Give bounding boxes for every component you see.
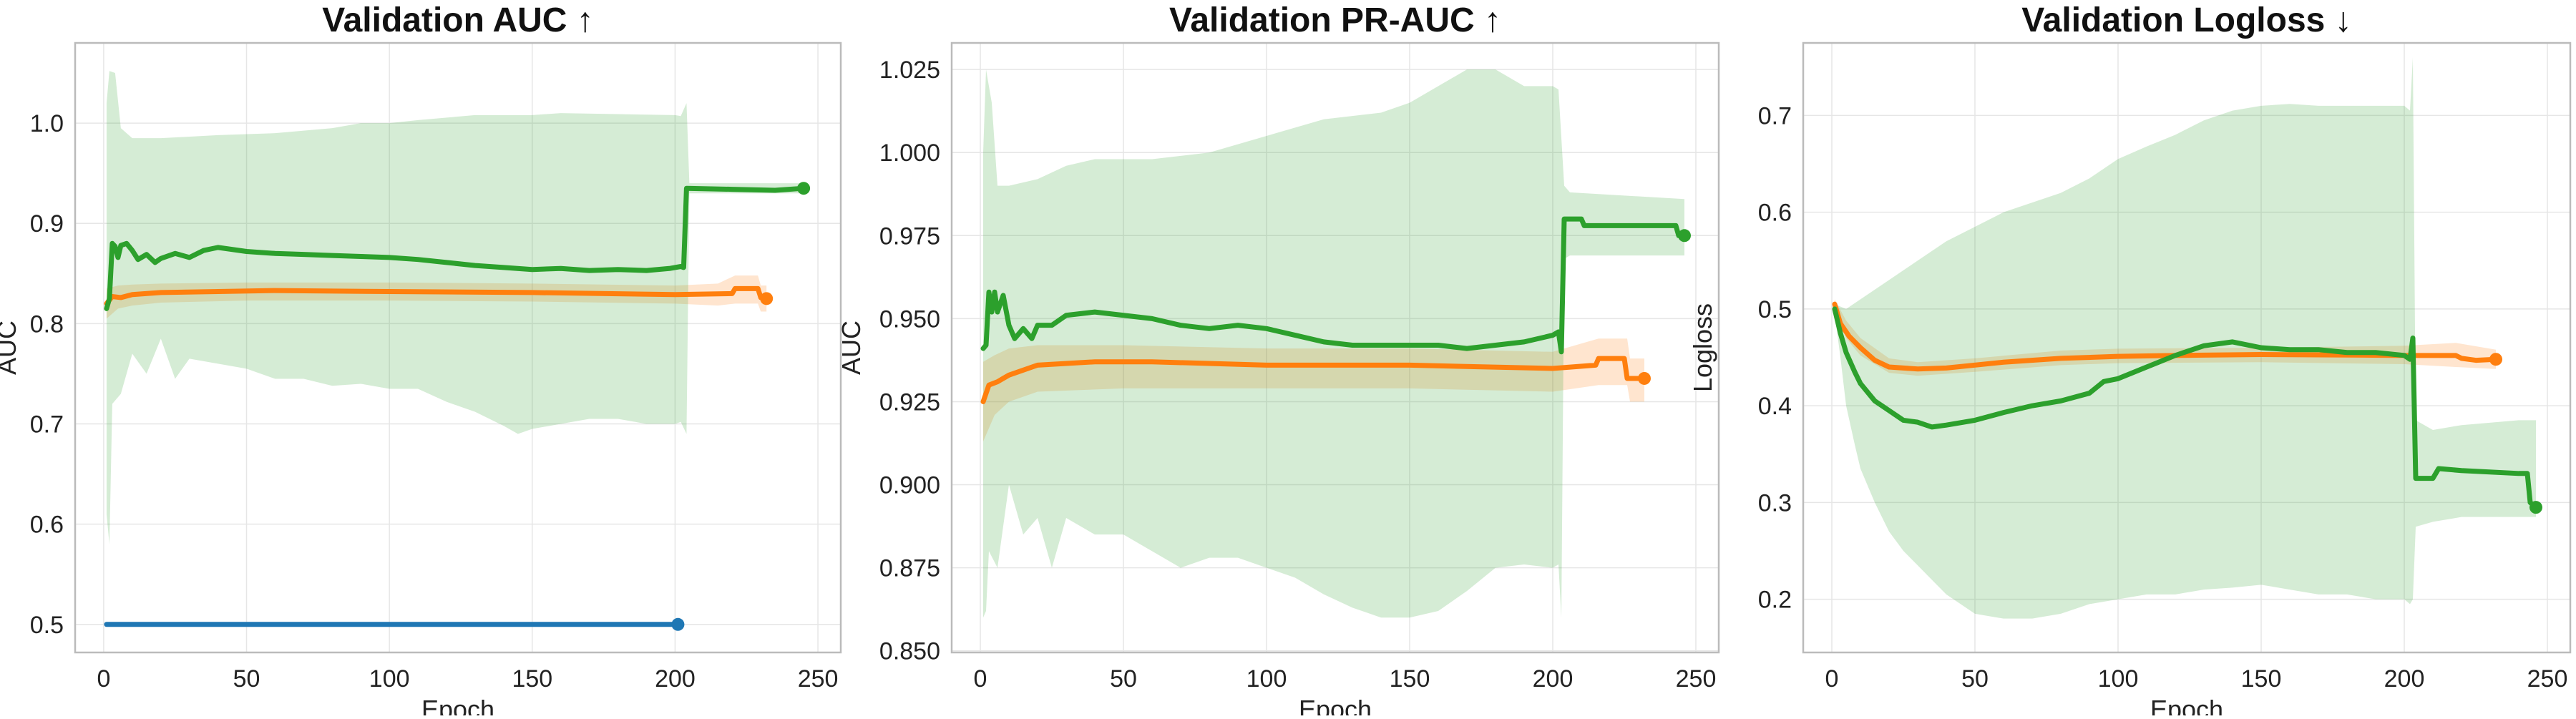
y-tick-label: 0.875 bbox=[879, 555, 940, 582]
x-tick-label: 150 bbox=[1390, 665, 1430, 693]
x-tick-label: 250 bbox=[798, 665, 839, 693]
series-line-green bbox=[1832, 306, 2539, 510]
y-tick-label: 1.025 bbox=[879, 57, 940, 84]
x-axis-label: Epoch bbox=[2150, 695, 2223, 715]
y-axis-label: Logloss bbox=[1688, 303, 1717, 392]
y-tick-label: 0.950 bbox=[879, 305, 940, 333]
y-tick-label: 0.850 bbox=[879, 638, 940, 665]
chart-title: Validation PR-AUC ↑ bbox=[1169, 1, 1501, 39]
x-tick-label: 150 bbox=[2241, 665, 2282, 693]
y-tick-label: 0.7 bbox=[30, 411, 64, 439]
series-end-marker-blue bbox=[671, 617, 685, 631]
chart-title: Validation AUC ↑ bbox=[322, 1, 594, 39]
series-line-orange bbox=[1832, 301, 2499, 372]
confidence-band-orange bbox=[106, 275, 767, 319]
x-tick-label: 0 bbox=[1825, 665, 1839, 693]
series-line-green bbox=[980, 216, 1687, 355]
series-line-orange bbox=[104, 285, 769, 306]
plot-area bbox=[1832, 57, 2542, 619]
y-tick-label: 0.975 bbox=[879, 222, 940, 250]
x-tick-label: 200 bbox=[655, 665, 696, 693]
y-tick-label: 0.8 bbox=[30, 310, 64, 338]
y-tick-label: 0.9 bbox=[30, 210, 64, 238]
x-tick-label: 0 bbox=[974, 665, 987, 693]
x-axis-label: Epoch bbox=[421, 695, 494, 715]
series-line-green bbox=[104, 185, 806, 311]
x-tick-label: 100 bbox=[2098, 665, 2139, 693]
y-tick-label: 1.000 bbox=[879, 140, 940, 167]
confidence-band-green bbox=[1835, 57, 2536, 619]
chart-panel-1: 0 50 100 150 200 250 0.5 0.6 0.7 0.8 0.9 1.0 Epoch AU… bbox=[0, 1, 842, 719]
series-line-orange bbox=[980, 356, 1647, 404]
y-axis-label: AUC bbox=[0, 321, 21, 375]
x-tick-label: 250 bbox=[2527, 665, 2568, 693]
plot-frame bbox=[1802, 41, 2572, 654]
confidence-band-green bbox=[106, 71, 804, 544]
series-end-marker-orange bbox=[760, 292, 774, 305]
y-tick-label: 1.0 bbox=[30, 110, 64, 137]
x-tick-label: 200 bbox=[1533, 665, 1574, 693]
y-tick-label: 0.6 bbox=[30, 512, 64, 539]
chart-panel-2: 0 50 100 150 200 250 0.850 0.875 0.900 0.925 0.950… bbox=[836, 1, 1720, 719]
x-tick-label: 150 bbox=[512, 665, 552, 693]
chart-panel-3: 0 50 100 150 200 250 0.2 0.3 0.4 0.5 0.6 0.7 Epoch Lo… bbox=[1688, 1, 2572, 719]
series-end-marker-green bbox=[1678, 229, 1691, 243]
y-axis-label: AUC bbox=[836, 321, 866, 375]
y-tick-label: 0.900 bbox=[879, 472, 940, 499]
y-tick-label: 0.925 bbox=[879, 388, 940, 416]
y-tick-label: 0.4 bbox=[1758, 393, 1792, 420]
y-tick-label: 0.3 bbox=[1758, 489, 1792, 517]
y-tick-label: 0.6 bbox=[1758, 200, 1792, 227]
series-end-marker-orange bbox=[2489, 353, 2502, 366]
x-tick-label: 250 bbox=[1676, 665, 1717, 693]
series-end-marker-green bbox=[2529, 501, 2542, 514]
plot-frame bbox=[74, 41, 842, 654]
y-tick-label: 0.5 bbox=[1758, 296, 1792, 323]
x-tick-label: 100 bbox=[369, 665, 410, 693]
plot-frame bbox=[950, 41, 1720, 654]
x-axis-label: Epoch bbox=[1299, 695, 1372, 715]
series-end-marker-orange bbox=[1638, 371, 1651, 385]
x-tick-label: 50 bbox=[1110, 665, 1137, 693]
y-tick-label: 0.7 bbox=[1758, 102, 1792, 129]
series-end-marker-green bbox=[797, 182, 811, 195]
x-tick-label: 200 bbox=[2384, 665, 2425, 693]
y-tick-label: 0.5 bbox=[30, 612, 64, 639]
x-tick-label: 50 bbox=[1961, 665, 1989, 693]
y-tick-label: 0.2 bbox=[1758, 587, 1792, 614]
x-tick-label: 0 bbox=[97, 665, 110, 693]
plot-area bbox=[104, 71, 811, 631]
x-tick-label: 100 bbox=[1246, 665, 1287, 693]
chart-title: Validation Logloss ↓ bbox=[2021, 1, 2351, 39]
x-tick-label: 50 bbox=[233, 665, 260, 693]
plot-area bbox=[980, 69, 1691, 618]
